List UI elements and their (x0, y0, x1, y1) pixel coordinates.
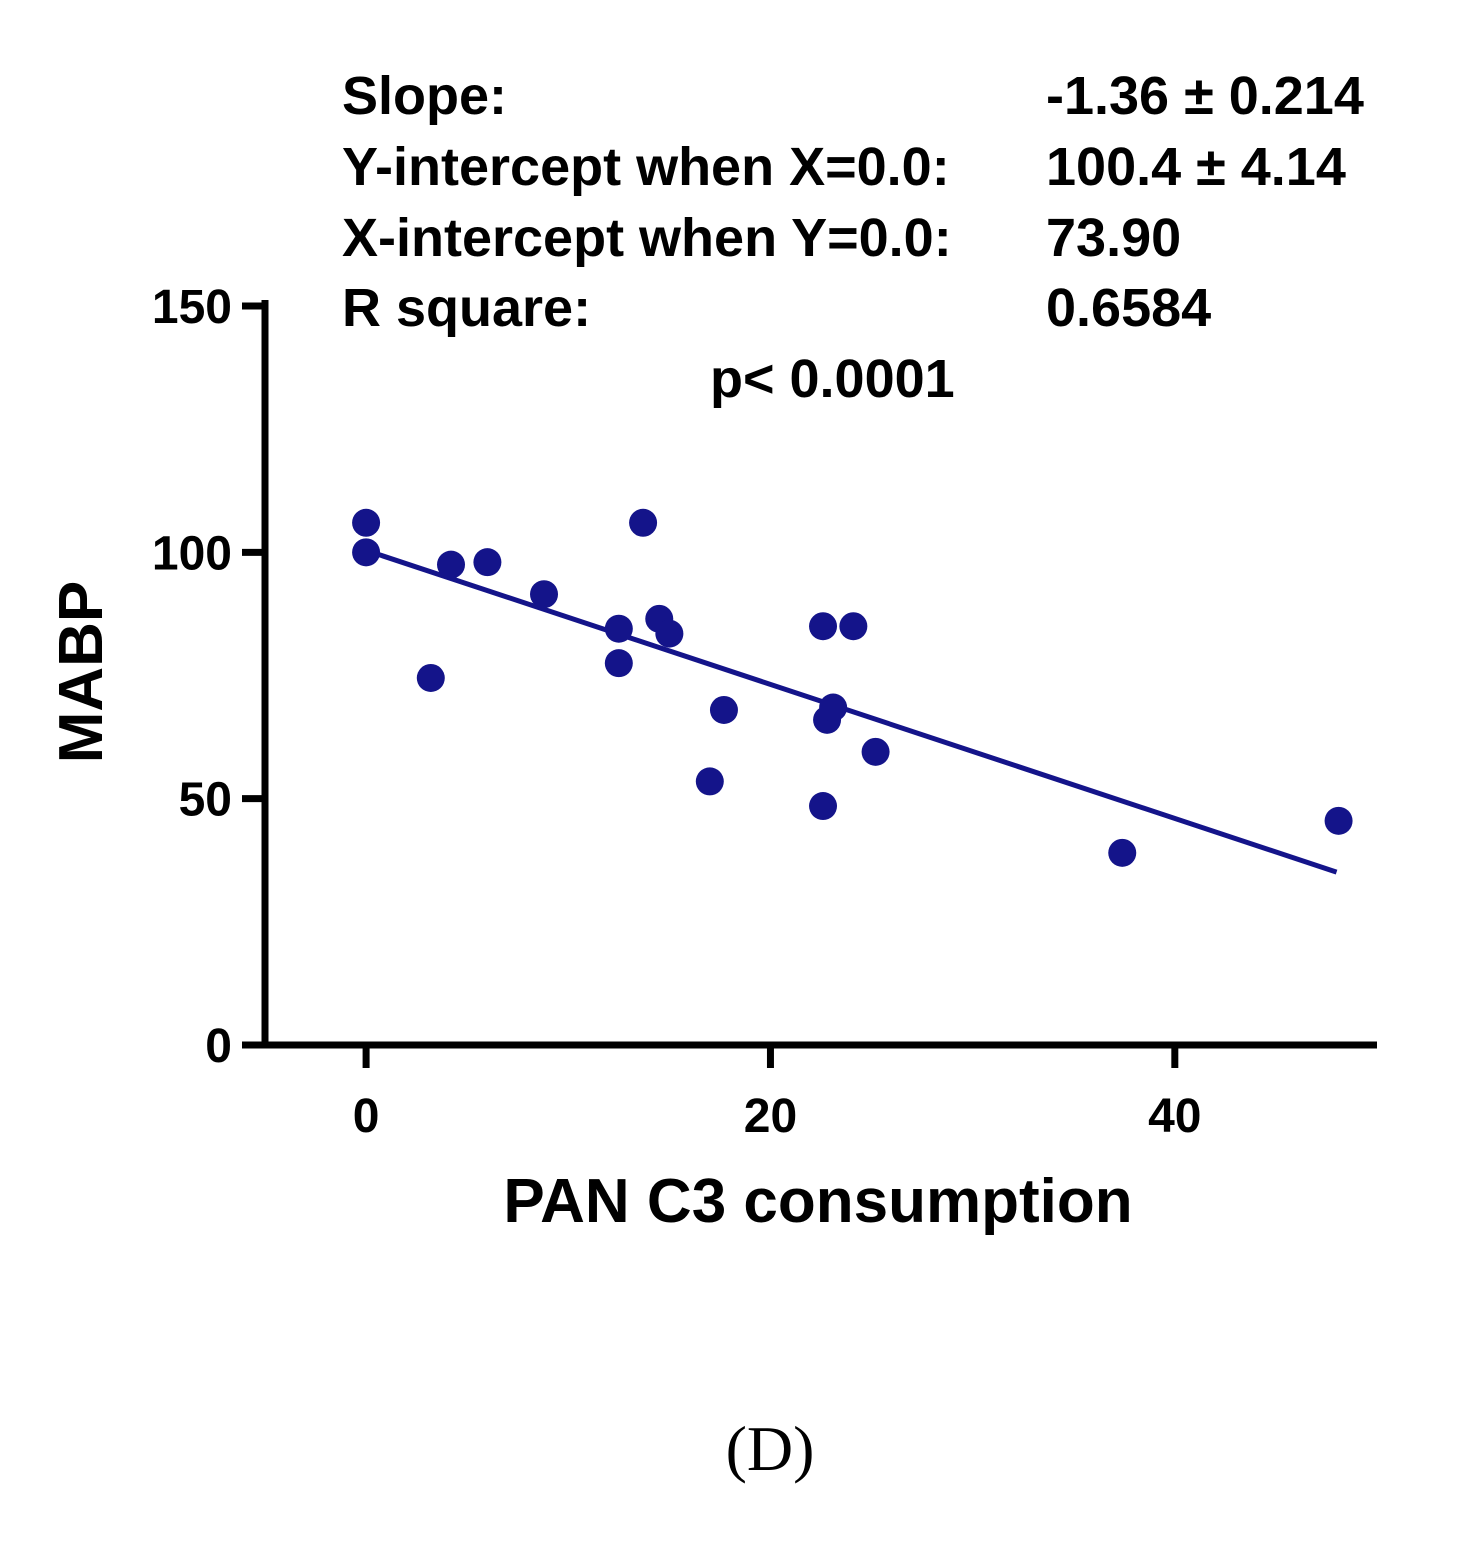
y-ticks: 0 50 100 150 (152, 281, 265, 1073)
x-tick-label: 0 (353, 1090, 380, 1143)
stat-label-slope: Slope: (342, 66, 507, 126)
regression-line (365, 547, 1338, 875)
data-point (1324, 806, 1353, 835)
panel-label: (D) (726, 1413, 815, 1484)
p-value: p< 0.0001 (710, 349, 955, 409)
data-points (352, 508, 1353, 867)
x-tick-label: 40 (1148, 1090, 1201, 1143)
y-tick-label: 100 (152, 527, 232, 580)
data-point (530, 580, 559, 609)
data-point (352, 508, 381, 537)
stats-block: Slope: -1.36 ± 0.214 Y-intercept when X=… (342, 66, 1364, 338)
y-tick-label: 0 (205, 1020, 232, 1073)
data-point (819, 693, 848, 722)
data-point (604, 614, 633, 643)
x-ticks: 0 20 40 (353, 1045, 1202, 1143)
data-point (861, 737, 890, 766)
data-point (839, 612, 868, 641)
y-tick-label: 50 (179, 774, 232, 827)
data-point (604, 649, 633, 678)
x-tick-label: 20 (744, 1090, 797, 1143)
y-tick-label: 150 (152, 281, 232, 334)
stat-value-r-square: 0.6584 (1046, 278, 1211, 338)
data-point (695, 767, 724, 796)
data-point (437, 550, 466, 579)
data-point (1108, 838, 1137, 867)
data-point (709, 695, 738, 724)
data-point (416, 663, 445, 692)
stat-label-y-intercept: Y-intercept when X=0.0: (342, 137, 950, 197)
data-point (473, 548, 502, 577)
data-point (809, 612, 838, 641)
data-point (655, 619, 684, 648)
data-point (352, 538, 381, 567)
data-point (629, 508, 658, 537)
stat-value-slope: -1.36 ± 0.214 (1046, 66, 1364, 126)
stat-label-r-square: R square: (342, 278, 591, 338)
stat-value-y-intercept: 100.4 ± 4.14 (1046, 137, 1346, 197)
data-point (809, 792, 838, 821)
stat-value-x-intercept: 73.90 (1046, 208, 1181, 268)
stat-label-x-intercept: X-intercept when Y=0.0: (342, 208, 952, 268)
x-axis-title: PAN C3 consumption (503, 1167, 1132, 1236)
y-axis-title: MABP (47, 581, 116, 764)
